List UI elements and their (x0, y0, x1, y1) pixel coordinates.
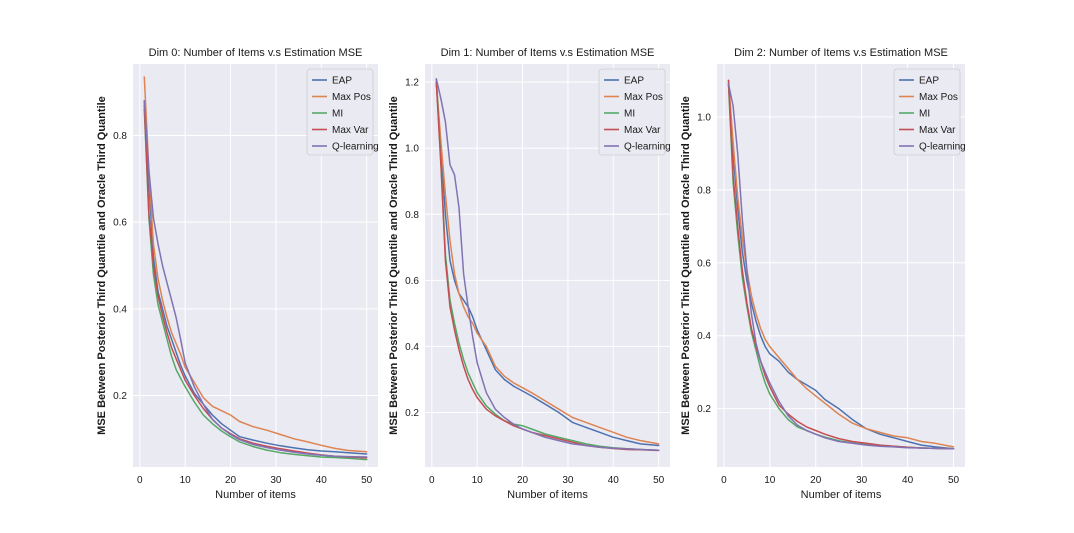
legend: EAP Max Pos MI Max Var Q-learning (306, 68, 379, 156)
x-tick-label: 30 (856, 475, 868, 486)
legend-entry: Q-learning (624, 142, 671, 153)
y-tick-label: 0.6 (113, 218, 127, 229)
legend-box (598, 68, 666, 156)
y-axis-label: MSE Between Posterior Third Quantile and… (680, 96, 692, 435)
legend-entry: Max Pos (332, 92, 371, 103)
legend-entry: Max Var (919, 125, 956, 136)
legend: EAP Max Pos MI Max Var Q-learning (598, 68, 671, 156)
x-tick-label: 10 (764, 475, 776, 486)
chart-title: Dim 2: Number of Items v.s Estimation MS… (734, 47, 948, 59)
x-tick-label: 30 (562, 475, 574, 486)
series-line-eap (143, 100, 368, 455)
x-tick-label: 30 (270, 475, 282, 486)
series-line-max-pos (435, 81, 660, 445)
series-line-q-learning (143, 100, 368, 458)
legend-box (893, 68, 961, 156)
series-line-max-pos (143, 76, 368, 453)
chart-title: Dim 0: Number of Items v.s Estimation MS… (149, 47, 363, 59)
y-tick-label: 0.4 (697, 331, 711, 342)
legend-entry: Max Pos (919, 92, 958, 103)
y-tick-label: 0.2 (405, 408, 419, 419)
y-tick-label: 1.0 (405, 144, 419, 155)
y-tick-label: 1.0 (697, 112, 711, 123)
y-tick-label: 0.6 (697, 258, 711, 269)
legend-entry: Max Var (624, 125, 661, 136)
legend-entry: MI (332, 109, 343, 120)
x-tick-label: 40 (902, 475, 914, 486)
x-tick-label: 0 (429, 475, 435, 486)
series-line-q-learning (727, 83, 955, 450)
legend-entry: EAP (332, 76, 352, 87)
x-tick-label: 20 (517, 475, 529, 486)
x-tick-label: 10 (472, 475, 484, 486)
legend-entry: Q-learning (332, 142, 379, 153)
y-tick-label: 0.4 (405, 342, 419, 353)
legend-entry: EAP (624, 76, 644, 87)
x-axis-label: Number of items (507, 489, 588, 501)
y-tick-label: 1.2 (405, 78, 419, 89)
legend-entry: Max Pos (624, 92, 663, 103)
y-axis-label: MSE Between Posterior Third Quantile and… (388, 96, 400, 435)
legend-entry: MI (624, 109, 635, 120)
series-line-eap (435, 81, 660, 447)
x-tick-label: 20 (810, 475, 822, 486)
series-line-q-learning (435, 78, 660, 451)
y-tick-label: 0.2 (113, 391, 127, 402)
legend-entry: MI (919, 109, 930, 120)
x-tick-label: 50 (653, 475, 665, 486)
panel-dim-0: 0 10 20 30 40 50 0.2 0.4 0.6 0.8 Dim 0: Number of … (96, 47, 379, 501)
x-tick-label: 0 (721, 475, 727, 486)
x-tick-label: 10 (180, 475, 192, 486)
x-axis-label: Number of items (801, 489, 882, 501)
legend-entry: Max Var (332, 125, 369, 136)
x-tick-label: 50 (948, 475, 960, 486)
y-tick-label: 0.8 (697, 185, 711, 196)
y-tick-label: 0.4 (113, 304, 127, 315)
y-axis-label: MSE Between Posterior Third Quantile and… (96, 96, 108, 435)
panel-dim-2: 0 10 20 30 40 50 0.2 0.4 0.6 0.8 1.0 Dim 2: Number … (680, 47, 966, 501)
legend-entry: EAP (919, 76, 939, 87)
series-line-mi (143, 108, 368, 461)
legend: EAP Max Pos MI Max Var Q-learning (893, 68, 966, 156)
x-tick-label: 40 (608, 475, 620, 486)
y-tick-label: 0.8 (113, 131, 127, 142)
y-tick-label: 0.2 (697, 404, 711, 415)
legend-box (306, 68, 374, 156)
x-tick-label: 40 (316, 475, 328, 486)
x-tick-label: 20 (225, 475, 237, 486)
x-axis-label: Number of items (215, 489, 296, 501)
y-tick-label: 0.8 (405, 210, 419, 221)
x-tick-label: 0 (137, 475, 143, 486)
panel-dim-1: 0 10 20 30 40 50 0.2 0.4 0.6 0.8 1.0 1.2 Dim 1: Numb… (388, 47, 671, 501)
chart-title: Dim 1: Number of Items v.s Estimation MS… (441, 47, 655, 59)
legend-entry: Q-learning (919, 142, 966, 153)
x-tick-label: 50 (361, 475, 373, 486)
y-tick-label: 0.6 (405, 276, 419, 287)
